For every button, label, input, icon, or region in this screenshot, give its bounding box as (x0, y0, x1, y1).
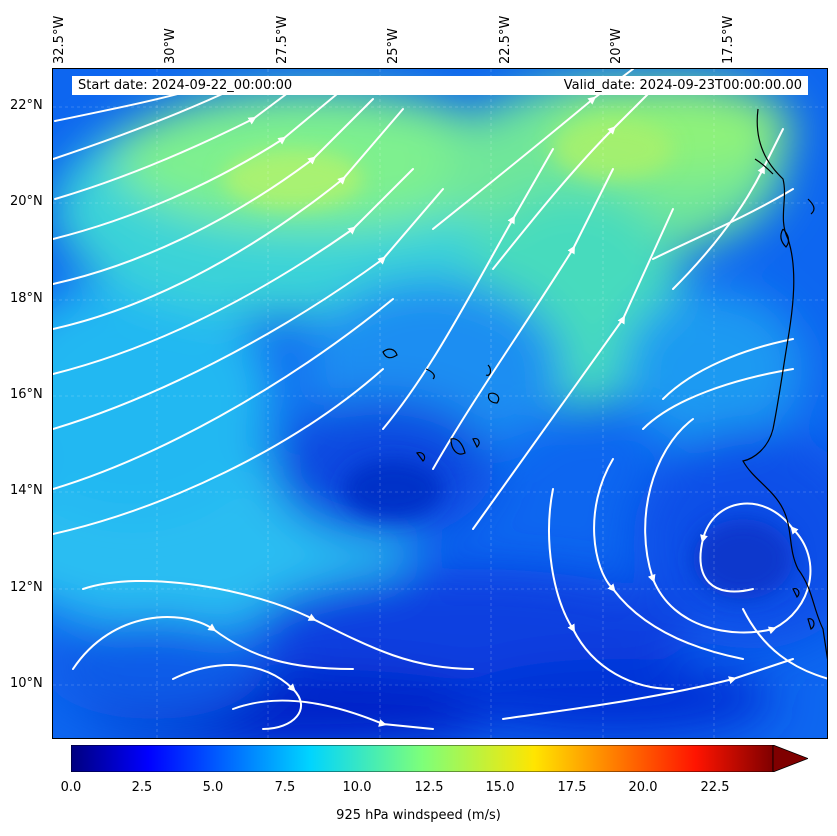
windspeed-map (52, 68, 828, 739)
lat-label-18n: 18°N (10, 291, 43, 306)
lat-label-22n: 22°N (10, 98, 43, 113)
colorbar-tick: 17.5 (557, 780, 587, 795)
lat-label-14n: 14°N (10, 483, 43, 498)
colorbar-tick: 20.0 (628, 780, 658, 795)
windspeed-field (53, 79, 827, 738)
colorbar (71, 745, 808, 772)
colorbar-tick: 5.0 (202, 780, 224, 795)
lon-label-32-5w: 32.5°W (52, 15, 67, 64)
colorbar-tick: 12.5 (414, 780, 444, 795)
date-header: Start date: 2024-09-22_00:00:00 Valid_da… (72, 76, 808, 95)
colorbar-extend-arrow (772, 745, 808, 772)
colorbar-tick: 2.5 (131, 780, 153, 795)
lon-label-30w: 30°W (163, 28, 178, 64)
colorbar-label: 925 hPa windspeed (m/s) (336, 808, 501, 823)
lon-label-27-5w: 27.5°W (275, 15, 290, 64)
lat-label-20n: 20°N (10, 194, 43, 209)
colorbar-tick: 22.5 (700, 780, 730, 795)
lon-label-20w: 20°W (609, 28, 624, 64)
valid-date-label: Valid_date: 2024-09-23T00:00:00.00 (563, 78, 802, 93)
start-date-label: Start date: 2024-09-22_00:00:00 (78, 78, 293, 93)
coastline (382, 108, 827, 660)
lat-label-12n: 12°N (10, 580, 43, 595)
lon-label-25w: 25°W (386, 28, 401, 64)
lon-label-17-5w: 17.5°W (721, 15, 736, 64)
map-canvas (53, 69, 827, 738)
colorbar-tick: 15.0 (485, 780, 515, 795)
colorbar-tick: 10.0 (342, 780, 372, 795)
lat-label-16n: 16°N (10, 387, 43, 402)
colorbar-tick: 7.5 (274, 780, 296, 795)
lat-label-10n: 10°N (10, 676, 43, 691)
streamlines (53, 69, 827, 730)
colorbar-tick: 0.0 (60, 780, 82, 795)
colorbar-gradient (71, 745, 774, 772)
lon-label-22-5w: 22.5°W (498, 15, 513, 64)
